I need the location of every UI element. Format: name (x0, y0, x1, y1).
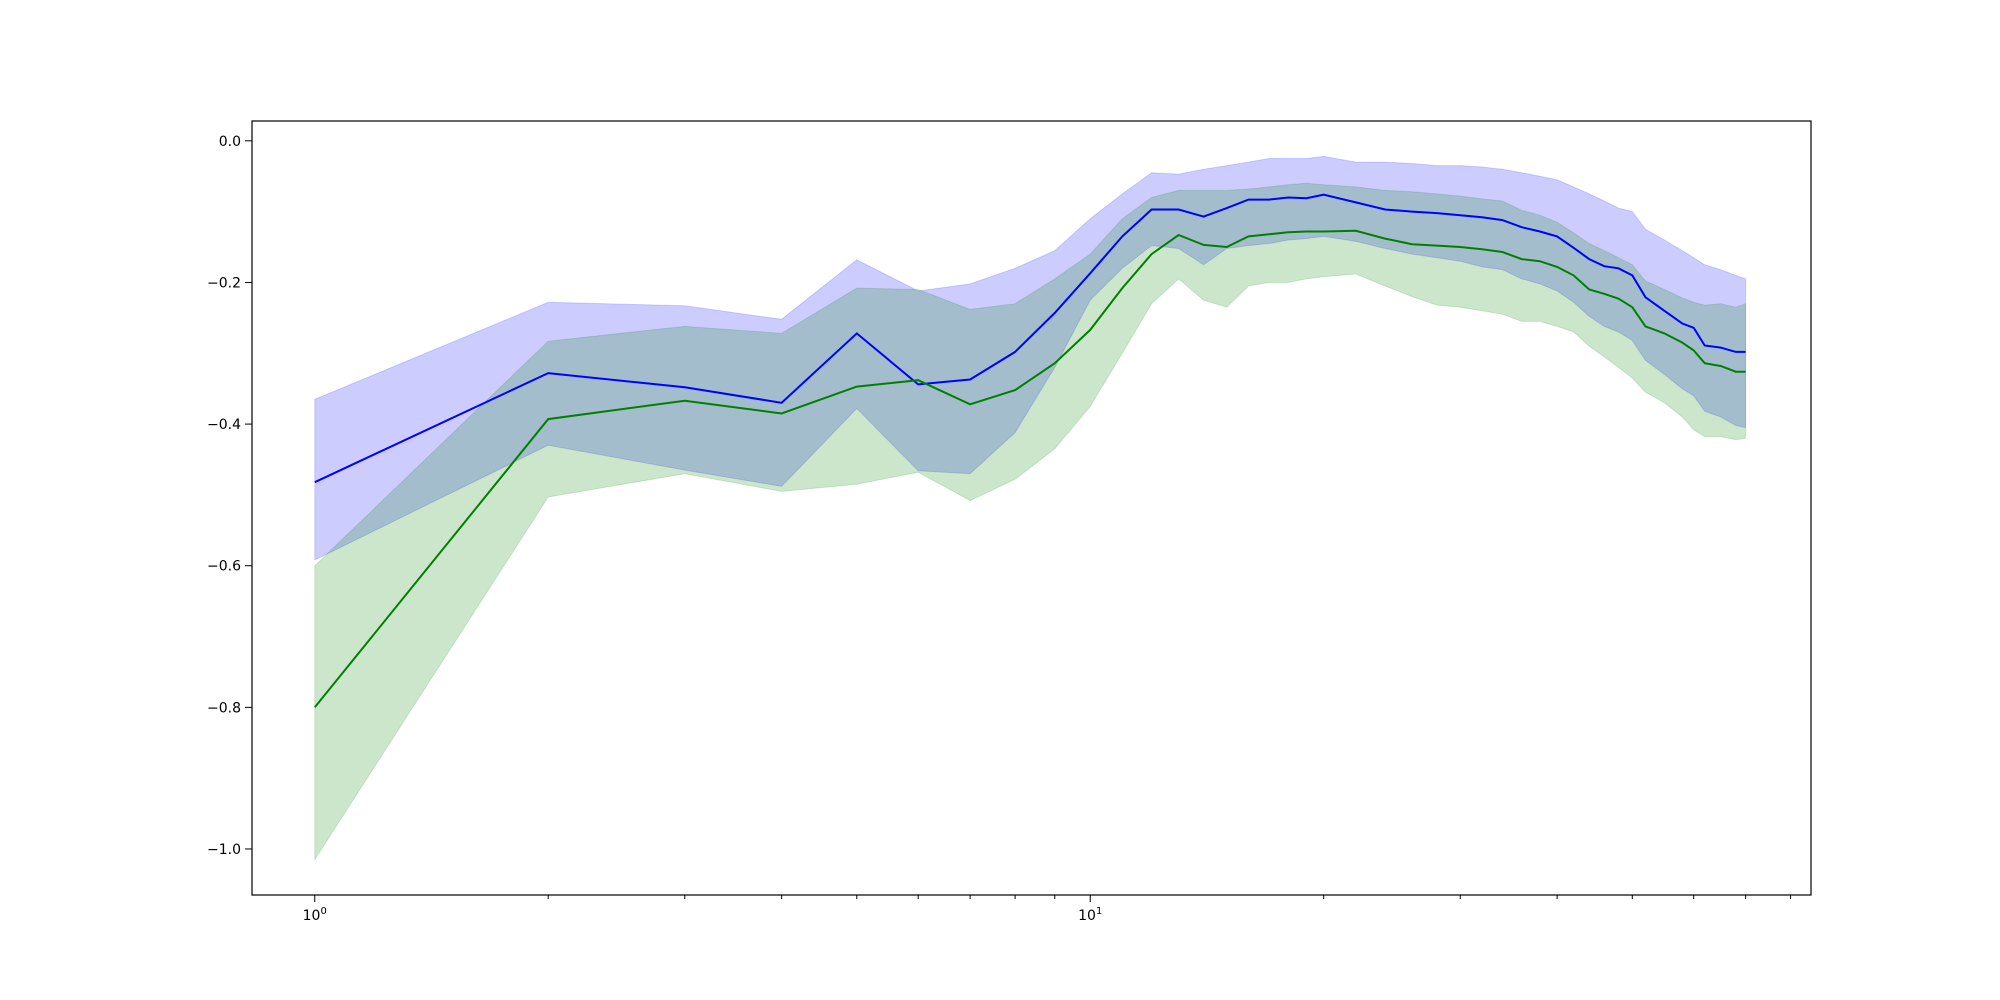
y-tick-label: −0.6 (207, 559, 241, 575)
y-tick-label: −0.4 (207, 417, 241, 433)
series-2-line (314, 229, 1746, 708)
x-axis: 100 101 (303, 895, 1792, 924)
series-lines (314, 193, 1746, 708)
y-axis: 0.0 −0.2 −0.4 −0.6 −0.8 −1.0 (207, 134, 252, 858)
y-tick-label: −1.0 (207, 842, 241, 858)
y-tick-label: −0.2 (207, 275, 241, 291)
x-tick-label: 100 (303, 906, 327, 924)
series-1-band (314, 155, 1747, 561)
y-tick-label: 0.0 (219, 134, 241, 150)
series-1-line (314, 193, 1746, 484)
confidence-bands (314, 155, 1747, 862)
plot-frame (251, 120, 1812, 896)
x-tick-label: 101 (1078, 906, 1102, 924)
series-2-band (314, 182, 1747, 862)
y-tick-label: −0.8 (207, 700, 241, 716)
